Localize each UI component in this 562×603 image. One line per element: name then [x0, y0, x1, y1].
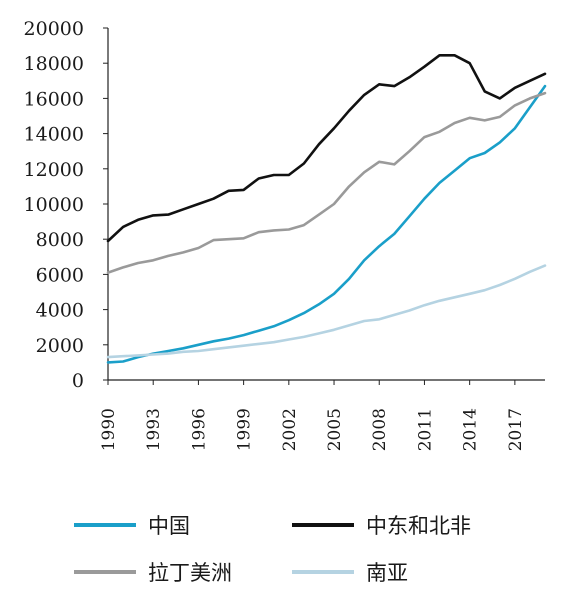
x-tick-label: 1996	[189, 408, 209, 451]
y-tick-label: 16000	[24, 88, 84, 110]
y-tick-label: 10000	[24, 194, 84, 216]
y-tick-label: 2000	[36, 335, 84, 357]
x-tick-label: 2014	[461, 408, 481, 451]
x-axis: 1990 1993 1996 1999 2002 2005 2008 2011 2014 2017	[99, 379, 545, 451]
x-tick-label: 1990	[99, 408, 119, 451]
series-line-0	[106, 84, 547, 364]
y-tick-label: 12000	[24, 159, 84, 181]
legend-swatch-mena	[292, 523, 354, 527]
x-tick-label: 2002	[280, 408, 300, 451]
x-tick-label: 1999	[235, 408, 255, 451]
x-tick-label: 2011	[415, 408, 435, 451]
legend-item-south-asia: 南亚	[292, 557, 408, 587]
legend-item-china: 中国	[74, 510, 190, 540]
legend-item-mena: 中东和北非	[292, 510, 471, 540]
legend-swatch-china	[74, 523, 136, 527]
y-tick-label: 18000	[24, 53, 84, 75]
legend-label-latin-america: 拉丁美洲	[148, 561, 232, 585]
x-tick-label: 1993	[144, 408, 164, 451]
x-tick-label: 2008	[370, 408, 390, 451]
legend-item-latin-america: 拉丁美洲	[74, 557, 232, 587]
legend-swatch-south-asia	[292, 570, 354, 574]
legend: 中国 中东和北非 拉丁美洲 南亚	[0, 500, 562, 600]
legend-label-china: 中国	[148, 514, 190, 538]
x-tick-label: 2005	[325, 408, 345, 451]
legend-label-mena: 中东和北非	[366, 514, 471, 538]
legend-swatch-latin-america	[74, 570, 136, 574]
legend-label-south-asia: 南亚	[366, 561, 408, 585]
y-tick-label: 20000	[24, 18, 84, 40]
y-tick-label: 8000	[36, 229, 84, 251]
series-line-2	[106, 91, 547, 274]
y-axis: 0 2000 4000 6000 8000 10000 12000 14000 16000 180…	[24, 18, 109, 392]
series-layer	[106, 53, 547, 364]
y-tick-label: 0	[72, 370, 84, 392]
y-tick-label: 14000	[24, 124, 84, 146]
series-line-1	[106, 53, 547, 243]
y-tick-label: 4000	[36, 300, 84, 322]
x-tick-label: 2017	[506, 408, 526, 451]
series-line-3	[106, 264, 547, 359]
y-tick-label: 6000	[36, 264, 84, 286]
